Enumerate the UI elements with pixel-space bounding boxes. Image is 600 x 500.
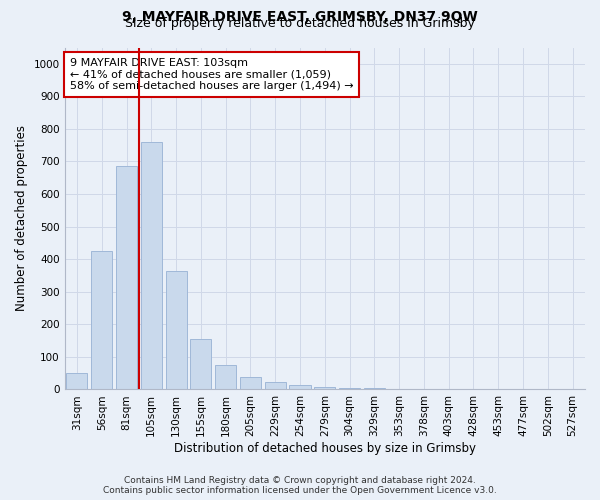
Bar <box>413 389 434 390</box>
Bar <box>314 387 335 390</box>
Bar <box>67 373 88 390</box>
Bar <box>389 389 410 390</box>
Text: Contains HM Land Registry data © Crown copyright and database right 2024.
Contai: Contains HM Land Registry data © Crown c… <box>103 476 497 495</box>
Text: Size of property relative to detached houses in Grimsby: Size of property relative to detached ho… <box>125 18 475 30</box>
Text: 9, MAYFAIR DRIVE EAST, GRIMSBY, DN37 9QW: 9, MAYFAIR DRIVE EAST, GRIMSBY, DN37 9QW <box>122 10 478 24</box>
Y-axis label: Number of detached properties: Number of detached properties <box>15 126 28 312</box>
Text: 9 MAYFAIR DRIVE EAST: 103sqm
← 41% of detached houses are smaller (1,059)
58% of: 9 MAYFAIR DRIVE EAST: 103sqm ← 41% of de… <box>70 58 353 91</box>
Bar <box>240 377 261 390</box>
Bar <box>190 339 211 390</box>
Bar <box>215 365 236 390</box>
Bar <box>91 251 112 390</box>
Bar <box>141 142 162 390</box>
Bar <box>339 388 360 390</box>
Bar <box>289 385 311 390</box>
Bar <box>265 382 286 390</box>
X-axis label: Distribution of detached houses by size in Grimsby: Distribution of detached houses by size … <box>174 442 476 455</box>
Bar <box>116 166 137 390</box>
Bar <box>166 270 187 390</box>
Bar <box>364 388 385 390</box>
